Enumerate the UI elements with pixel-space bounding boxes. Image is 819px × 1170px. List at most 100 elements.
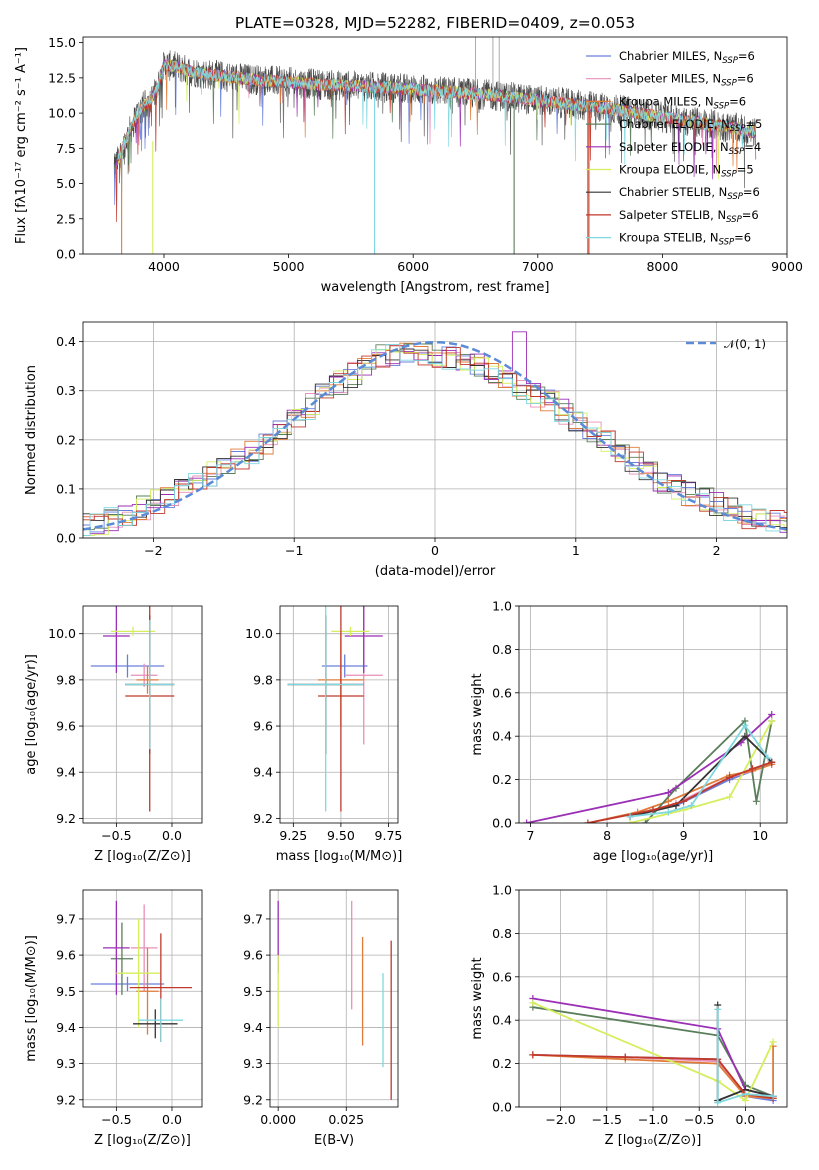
axes-frame <box>82 321 788 539</box>
legend-label-sub: SSP <box>726 215 742 225</box>
legend-label-tail: =6 <box>737 72 754 86</box>
plot-area-mass_vs_Z <box>90 900 192 1042</box>
massweight-marker <box>523 819 531 823</box>
histogram-0 <box>83 346 787 533</box>
y-tick-label: 0.6 <box>492 969 512 984</box>
legend-label-base: Salpeter STELIB, N <box>619 208 726 222</box>
x-tick-label: −0.5 <box>684 1112 714 1127</box>
legend-label-tail: =6 <box>743 185 760 199</box>
y-tick-label: 0.0 <box>492 816 512 831</box>
x-tick-label: 9 <box>680 828 688 843</box>
x-axis-label: age [log₁₀(age/yr)] <box>593 849 714 864</box>
y-tick-label: 9.2 <box>243 1092 263 1107</box>
x-axis-label: mass [log₁₀(M/M⊙)] <box>276 849 403 864</box>
y-tick-label: 9.2 <box>56 811 76 826</box>
y-tick-label: 9.4 <box>56 765 76 780</box>
y-tick-label: 5.0 <box>56 176 76 191</box>
x-axis-label: wavelength [Angstrom, rest frame] <box>321 280 550 295</box>
legend-label-base: Salpeter ELODIE, N <box>619 140 729 154</box>
legend-label-sub: SSP <box>730 124 746 134</box>
legend-label-base: Chabrier MILES, N <box>619 49 722 63</box>
x-tick-label: 0.025 <box>328 1112 364 1127</box>
x-tick-label: 7000 <box>522 259 554 274</box>
massweight-line-2 <box>532 1046 774 1100</box>
gaussian-reference-curve <box>83 340 787 531</box>
massweight-marker <box>768 711 776 718</box>
legend-label-0: Chabrier MILES, NSSP=6 <box>619 49 755 66</box>
y-tick-label: 9.8 <box>253 672 273 687</box>
massweight-marker <box>714 1005 722 1013</box>
massweight-line-5 <box>532 1001 774 1102</box>
axes-frame <box>518 605 788 824</box>
y-axis-label: Flux [fλ10⁻¹⁷ erg cm⁻² s⁻¹ A⁻¹] <box>14 47 29 244</box>
massweight-marker <box>741 1090 749 1098</box>
y-tick-label: 0.2 <box>492 1056 512 1071</box>
x-tick-label: 9.25 <box>279 828 307 843</box>
x-tick-label: 0.0 <box>162 828 182 843</box>
x-tick-label: 9.50 <box>327 828 355 843</box>
plot-area-massweight_vs_Z <box>529 995 777 1107</box>
y-tick-label: 0.6 <box>492 685 512 700</box>
y-tick-label: 1.0 <box>492 883 512 898</box>
massweight-marker <box>649 806 657 814</box>
y-tick-label: 0.4 <box>56 334 76 349</box>
legend-label-tail: =4 <box>744 140 761 154</box>
x-tick-label: 10 <box>752 828 768 843</box>
panel-residuals: −2 −1 0 1 2 0.0 0.1 0.2 0.3 0.4 (data-model)/error… <box>24 321 788 579</box>
legend-label-base: Kroupa STELIB, N <box>619 231 719 245</box>
legend-label-tail: =6 <box>738 49 755 63</box>
massweight-marker <box>769 1038 777 1046</box>
massweight-marker <box>741 1096 749 1104</box>
spectrum-line-8 <box>117 60 756 193</box>
y-tick-label: 0.2 <box>492 772 512 787</box>
massweight-marker <box>714 1099 722 1107</box>
legend-label-gaussian: 𝒩(0, 1) <box>724 337 766 351</box>
plot-area-residuals <box>83 331 787 536</box>
plot-area-spectrum <box>113 37 757 254</box>
legend-label-tail: =5 <box>745 117 762 131</box>
massweight-marker <box>626 819 634 823</box>
y-tick-label: 9.3 <box>243 1056 263 1071</box>
axes-frame <box>82 889 203 1108</box>
y-axis-label: mass weight <box>470 673 485 755</box>
y-tick-label: 9.5 <box>56 984 76 999</box>
axes-frame <box>269 889 399 1108</box>
legend-label-2: Kroupa MILES, NSSP=6 <box>619 94 746 111</box>
x-tick-label: −2.0 <box>545 1112 575 1127</box>
massweight-marker <box>621 1053 629 1061</box>
y-tick-label: 10.0 <box>48 106 76 121</box>
legend-label-4: Salpeter ELODIE, NSSP=4 <box>619 140 761 157</box>
legend-label-base: Chabrier STELIB, N <box>619 185 727 199</box>
figure-panels: 4000 5000 6000 7000 8000 90000.02.55.07.510.0… <box>14 14 803 1148</box>
y-tick-label: 0.4 <box>492 1013 512 1028</box>
plot-area-mass_vs_ebv <box>277 900 392 1100</box>
x-tick-label: 9000 <box>771 259 803 274</box>
histogram-6 <box>83 348 787 528</box>
y-tick-label: 9.5 <box>243 984 263 999</box>
legend-label-3: Chabrier ELODIE, NSSP=5 <box>619 117 762 134</box>
massweight-marker <box>726 793 734 801</box>
histogram-8 <box>83 343 787 536</box>
massweight-marker <box>626 812 634 820</box>
massweight-marker <box>764 754 772 762</box>
chart-title: PLATE=0328, MJD=52282, FIBERID=0409, z=0… <box>235 14 635 32</box>
x-tick-label: 2 <box>713 543 721 558</box>
x-tick-label: 8000 <box>646 259 678 274</box>
x-axis-label: E(B-V) <box>314 1133 354 1148</box>
legend-label-sub: SSP <box>719 238 735 248</box>
y-axis-label: age [log₁₀(age/yr)] <box>24 654 39 775</box>
massweight-marker <box>529 999 537 1007</box>
y-axis-label: mass [log₁₀(M/M⊙)] <box>24 935 39 1062</box>
legend-label-sub: SSP <box>721 79 737 89</box>
x-tick-label: 0 <box>431 543 439 558</box>
y-tick-label: 9.4 <box>253 765 273 780</box>
x-tick-label: 0.0 <box>162 1112 182 1127</box>
legend-label-tail: =6 <box>742 208 759 222</box>
massweight-marker <box>680 797 688 805</box>
massweight-marker <box>749 765 757 773</box>
x-tick-label: 6000 <box>397 259 429 274</box>
x-tick-label: 0.0 <box>735 1112 755 1127</box>
massweight-marker <box>741 732 749 740</box>
y-tick-label: 1.0 <box>492 599 512 614</box>
